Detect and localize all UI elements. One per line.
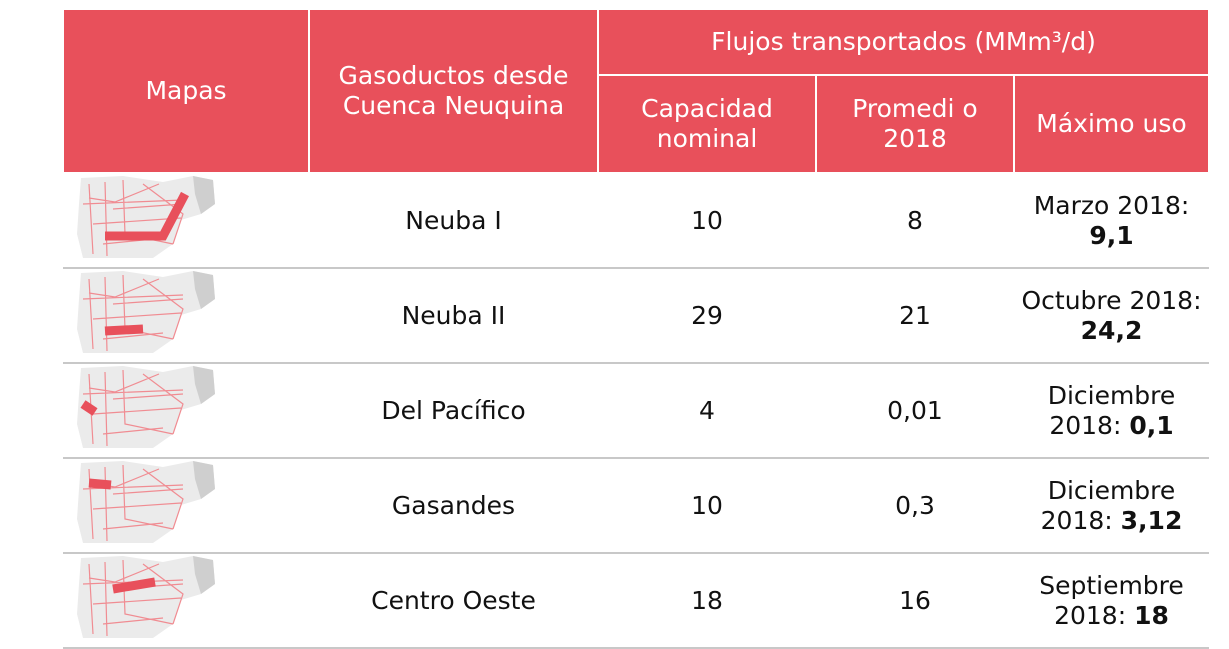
max-use-value: 9,1 (1089, 220, 1134, 250)
gas-table: Mapas Gasoductos desde Cuenca Neuquina F… (62, 8, 1210, 649)
header-cell: Promedi o 2018 (815, 74, 1015, 174)
capacity-cell: 29 (598, 268, 816, 364)
map-cell (63, 553, 309, 649)
pipeline-name: Centro Oeste (309, 553, 598, 649)
pipeline-name: Gasandes (309, 458, 598, 554)
map-thumbnail (77, 176, 215, 258)
header-cell: Gasoductos desde Cuenca Neuquina (308, 8, 599, 174)
capacity-cell: 10 (598, 458, 816, 554)
table-row: Neuba I 10 8 Marzo 2018: 9,1 (63, 173, 1209, 269)
header-cell: Capacidad nominal (597, 74, 817, 174)
average-cell: 21 (816, 268, 1014, 364)
max-use-value: 0,1 (1129, 410, 1174, 440)
header-cell: Mapas (62, 8, 310, 174)
map-cell (63, 363, 309, 459)
max-use-date: Septiembre 2018: (1039, 570, 1184, 630)
header-cell: Máximo uso (1013, 74, 1210, 174)
table-row: Gasandes 10 0,3 Diciembre 2018: 3,12 (63, 458, 1209, 554)
table-body: Neuba I 10 8 Marzo 2018: 9,1 Neuba II 29 21 Oc… (63, 173, 1209, 649)
pipeline-name: Neuba I (309, 173, 598, 269)
max-use-date: Diciembre 2018: (1040, 475, 1176, 535)
max-use-value: 24,2 (1080, 315, 1143, 345)
max-use-cell: Marzo 2018: 9,1 (1014, 173, 1209, 269)
capacity-cell: 10 (598, 173, 816, 269)
map-thumbnail (77, 271, 215, 353)
max-use-value: 18 (1134, 600, 1169, 630)
max-use-date: Octubre 2018: (1021, 285, 1202, 315)
max-use-cell: Octubre 2018: 24,2 (1014, 268, 1209, 364)
table-row: Neuba II 29 21 Octubre 2018: 24,2 (63, 268, 1209, 364)
capacity-cell: 18 (598, 553, 816, 649)
max-use-date: Marzo 2018: (1033, 190, 1190, 220)
max-use-cell: Septiembre 2018: 18 (1014, 553, 1209, 649)
pipeline-name: Del Pacífico (309, 363, 598, 459)
header-cell: Flujos transportados (MMm³/d) (597, 8, 1210, 76)
table-row: Del Pacífico 4 0,01 Diciembre 2018: 0,1 (63, 363, 1209, 459)
table-row: Centro Oeste 18 16 Septiembre 2018: 18 (63, 553, 1209, 649)
max-use-date: Diciembre 2018: (1047, 380, 1176, 440)
average-cell: 16 (816, 553, 1014, 649)
max-use-cell: Diciembre 2018: 3,12 (1014, 458, 1209, 554)
average-cell: 0,3 (816, 458, 1014, 554)
average-cell: 0,01 (816, 363, 1014, 459)
pipeline-name: Neuba II (309, 268, 598, 364)
map-thumbnail (77, 461, 215, 543)
average-cell: 8 (816, 173, 1014, 269)
max-use-value: 3,12 (1120, 505, 1183, 535)
capacity-cell: 4 (598, 363, 816, 459)
map-cell (63, 268, 309, 364)
max-use-cell: Diciembre 2018: 0,1 (1014, 363, 1209, 459)
map-thumbnail (77, 366, 215, 448)
map-cell (63, 458, 309, 554)
map-cell (63, 173, 309, 269)
map-thumbnail (77, 556, 215, 638)
